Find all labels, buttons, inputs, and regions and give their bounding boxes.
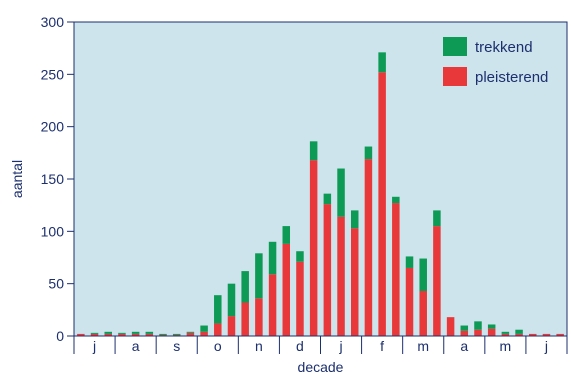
- bar-trekkend-23: [392, 196, 400, 204]
- x-axis-label: decade: [298, 359, 344, 375]
- x-month-label-0: j: [92, 338, 96, 354]
- bar-trekkend-25: [419, 258, 427, 291]
- bar-trekkend-30: [487, 324, 496, 329]
- bar-pleisterend-13: [255, 298, 263, 336]
- bar-pleisterend-8: [186, 332, 195, 336]
- bar-pleisterend-33: [529, 333, 537, 336]
- x-month-label-4: n: [255, 338, 263, 354]
- bar-trekkend-9: [200, 325, 208, 332]
- y-tick-label-100: 100: [41, 223, 65, 239]
- bar-trekkend-12: [241, 271, 249, 303]
- legend-swatch-trekkend: [443, 37, 467, 56]
- bar-trekkend-31: [501, 331, 510, 334]
- x-month-label-9: a: [460, 338, 468, 354]
- bar-trekkend-28: [460, 325, 469, 331]
- y-tick-label-300: 300: [41, 14, 65, 30]
- bar-trekkend-7: [172, 333, 181, 335]
- bar-pleisterend-35: [556, 333, 564, 336]
- bar-pleisterend-34: [542, 333, 551, 336]
- bar-trekkend-8: [186, 331, 195, 333]
- bar-trekkend-17: [309, 141, 318, 161]
- x-month-label-10: m: [500, 338, 512, 354]
- bar-trekkend-22: [378, 52, 386, 73]
- bar-pleisterend-1: [90, 333, 99, 336]
- bar-pleisterend-0: [77, 333, 85, 336]
- x-month-label-2: s: [173, 338, 180, 354]
- plot-area: [73, 21, 568, 337]
- bar-trekkend-4: [131, 331, 140, 334]
- legend-label-trekkend: trekkend: [475, 39, 533, 56]
- bar-pleisterend-31: [501, 333, 510, 336]
- bar-pleisterend-24: [405, 267, 414, 336]
- x-month-label-8: m: [417, 338, 429, 354]
- bar-pleisterend-9: [200, 331, 208, 336]
- bar-pleisterend-14: [268, 274, 277, 336]
- y-tick-label-0: 0: [56, 328, 64, 344]
- bar-pleisterend-28: [460, 330, 469, 336]
- bar-pleisterend-32: [515, 333, 523, 336]
- bar-trekkend-19: [337, 168, 345, 217]
- bar-trekkend-21: [364, 146, 373, 160]
- legend-label-pleisterend: pleisterend: [475, 69, 548, 86]
- bar-trekkend-32: [515, 329, 523, 334]
- bar-trekkend-1: [90, 332, 99, 334]
- bar-trekkend-14: [268, 241, 277, 275]
- y-axis-label: aantal: [9, 160, 25, 198]
- y-tick-label-50: 50: [48, 276, 64, 292]
- bar-trekkend-16: [296, 251, 304, 262]
- bar-trekkend-6: [159, 333, 167, 335]
- bar-trekkend-5: [145, 331, 154, 334]
- bar-pleisterend-4: [131, 333, 140, 336]
- bar-trekkend-24: [405, 256, 414, 268]
- bar-pleisterend-26: [433, 226, 441, 336]
- bar-trekkend-18: [323, 193, 332, 205]
- y-tick-label-250: 250: [41, 66, 65, 82]
- x-month-label-1: a: [132, 338, 140, 354]
- legend: trekkend pleisterend: [443, 37, 548, 86]
- y-axis: 0 50 100 150 200 250 300: [41, 14, 75, 344]
- bar-trekkend-3: [118, 332, 126, 334]
- bar-pleisterend-5: [145, 333, 154, 336]
- bar-trekkend-29: [474, 321, 482, 330]
- bar-trekkend-13: [255, 253, 263, 299]
- bar-pleisterend-20: [350, 228, 359, 336]
- bar-pleisterend-18: [323, 204, 332, 336]
- y-tick-label-200: 200: [41, 119, 65, 135]
- x-month-label-7: f: [380, 338, 384, 354]
- x-month-label-5: d: [296, 338, 304, 354]
- bar-pleisterend-2: [104, 333, 112, 336]
- bar-pleisterend-17: [309, 160, 318, 336]
- bar-pleisterend-15: [282, 243, 291, 336]
- x-month-label-3: o: [214, 338, 222, 354]
- bar-pleisterend-16: [296, 261, 304, 336]
- bar-pleisterend-11: [227, 316, 236, 336]
- bar-pleisterend-25: [419, 290, 427, 336]
- bar-trekkend-11: [227, 283, 236, 317]
- bar-trekkend-15: [282, 226, 291, 244]
- bar-pleisterend-10: [214, 323, 222, 336]
- bar-pleisterend-22: [378, 72, 386, 337]
- bar-pleisterend-3: [118, 333, 126, 336]
- bar-pleisterend-23: [392, 203, 400, 336]
- bar-pleisterend-29: [474, 329, 482, 336]
- bar-trekkend-20: [350, 210, 359, 229]
- bar-pleisterend-19: [337, 216, 345, 336]
- y-tick-label-150: 150: [41, 171, 65, 187]
- bar-pleisterend-30: [487, 328, 496, 336]
- x-month-label-11: j: [544, 338, 548, 354]
- bar-trekkend-26: [433, 210, 441, 227]
- bar-pleisterend-6: [159, 334, 167, 336]
- bar-trekkend-10: [214, 295, 222, 324]
- bar-pleisterend-21: [364, 159, 373, 336]
- bar-pleisterend-7: [172, 334, 181, 336]
- bar-pleisterend-12: [241, 302, 249, 336]
- bar-pleisterend-27: [446, 317, 455, 336]
- x-month-label-6: j: [338, 338, 342, 354]
- bar-trekkend-2: [104, 331, 112, 334]
- bars-group: [77, 52, 564, 337]
- legend-swatch-pleisterend: [443, 67, 467, 86]
